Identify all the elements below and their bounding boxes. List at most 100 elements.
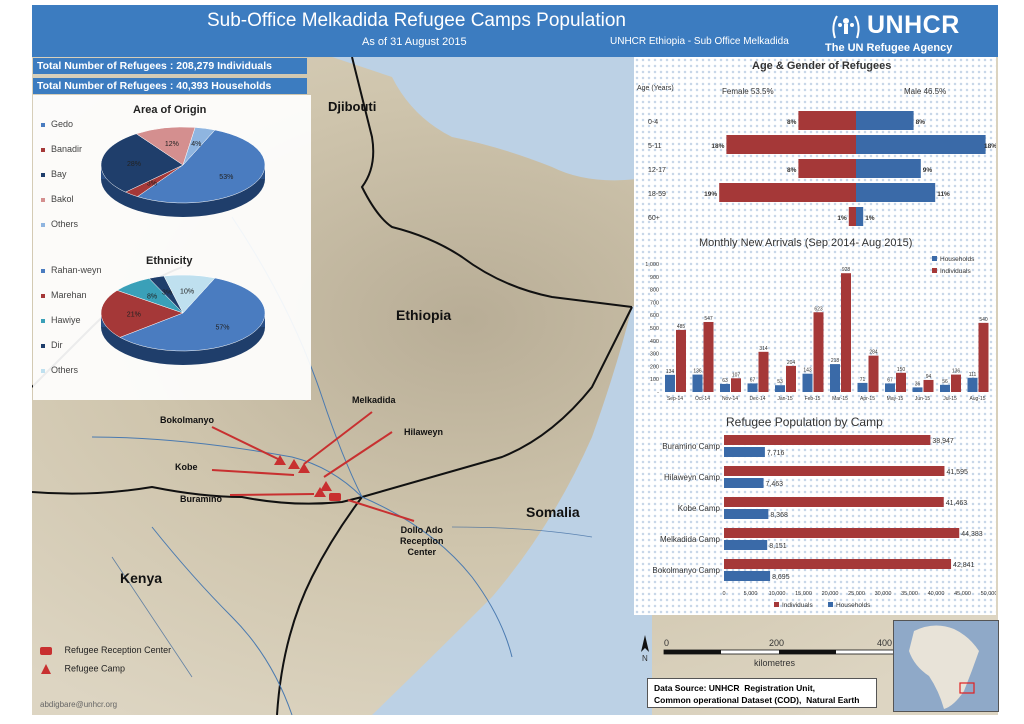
bar-households-9: [912, 387, 923, 392]
pyramid-female-4: [848, 207, 856, 226]
camp-individuals-bar-4: [724, 559, 952, 569]
camp-x-tick-5: 25,000: [848, 591, 865, 597]
monthly-arrivals-title: Monthly New Arrivals (Sep 2014- Aug 2015…: [699, 237, 913, 249]
camp-individuals-bar-1: [724, 466, 945, 476]
legend-item-3: Dir: [41, 340, 63, 350]
camp-triangle-icon: [41, 664, 51, 674]
bar-individuals-7: [868, 355, 879, 392]
camp-households-bar-2: [724, 509, 769, 519]
camp-marker-buramino: [314, 487, 326, 497]
area-of-origin-pie: 53% 3% 28% 12% 4%: [100, 126, 266, 217]
bar-households-6: [830, 364, 840, 392]
bar-label-0-11: 111: [969, 372, 977, 378]
camp-label-kobe: Kobe: [175, 462, 198, 472]
bar-label-1-9: 94: [926, 374, 932, 380]
bar-label-1-3: 314: [759, 346, 768, 352]
reception-center-icon: [40, 646, 52, 655]
camp-individuals-label-2: 41,463: [946, 500, 968, 507]
x-tick-0: Sep-14: [667, 396, 683, 402]
bar-label-1-2: 107: [732, 372, 741, 378]
date-subtitle: As of 31 August 2015: [362, 36, 467, 48]
contact-email[interactable]: abdigbare@unhcr.org: [40, 700, 118, 709]
bar-label-1-8: 150: [897, 367, 906, 373]
pie-slice-3: [135, 126, 196, 166]
pyramid-male-1: [856, 135, 986, 154]
camp-x-tick-9: 45,000: [954, 591, 971, 597]
country-label-djibouti: Djibouti: [328, 99, 377, 114]
pyramid-age-3: 18-59: [648, 191, 666, 198]
pie-slice-4: [163, 274, 216, 314]
pie-slice-2: [100, 133, 184, 193]
pyramid-female-label-3: 19%: [704, 191, 717, 198]
legend-item-4: Others: [41, 365, 78, 375]
camp-marker-melkadida: [298, 463, 310, 473]
y-tick-10: -: [657, 390, 659, 396]
pyramid-male-label-3: 11%: [937, 191, 950, 198]
pyramid-male-3: [856, 183, 936, 202]
pie-label-4: 10%: [180, 288, 194, 295]
pyramid-age-4: 60+: [648, 215, 660, 222]
bar-households-3: [747, 383, 758, 392]
scale-unit: kilometres: [754, 658, 796, 668]
camp-population-chart: 38,947 7,716 Buramino Camp 41,595 7,463 Hilaw…: [652, 435, 996, 609]
camp-households-bar-4: [724, 571, 771, 581]
bar-households-7: [857, 382, 868, 392]
y-tick-4: 600: [650, 313, 659, 319]
pie-label-2: 8%: [147, 293, 157, 300]
bar-label-0-4: 53: [777, 379, 783, 385]
female-label: Female 53.5%: [722, 87, 774, 96]
pyramid-male-2: [856, 159, 921, 178]
unhcr-logo: UNHCR The UN Refugee Agency: [825, 10, 992, 56]
bar-label-0-7: 71: [860, 377, 866, 383]
camp-individuals-bar-2: [724, 497, 944, 507]
bar-households-8: [885, 383, 895, 392]
x-tick-2: Nov-14: [722, 396, 738, 402]
data-source: Data Source: UNHCR Registration Unit, Co…: [647, 678, 877, 708]
bar-households-0: [665, 374, 675, 392]
camp-name-0: Buramino Camp: [662, 442, 720, 451]
north-label: N: [642, 654, 648, 663]
total-individuals: Total Number of Refugees : 208,279 Indiv…: [33, 58, 307, 74]
pyramid-female-2: [798, 159, 856, 178]
statistics-panel: Age & Gender of Refugees Age (Years) Fem…: [634, 57, 996, 615]
x-tick-6: Mar-15: [832, 396, 848, 402]
legend-item-0: Rahan-weyn: [41, 265, 102, 275]
bar-households-10: [940, 384, 950, 392]
bar-households-2: [720, 383, 730, 392]
camp-legend-label-1: Households: [836, 602, 871, 609]
pyramid-female-label-0: 8%: [787, 119, 797, 126]
pyramid-female-3: [719, 183, 856, 202]
legend-item-0: Gedo: [41, 119, 73, 129]
camp-legend-label-0: Individuals: [782, 602, 813, 609]
x-tick-11: Aug-15: [969, 396, 985, 402]
y-tick-7: 300: [650, 352, 659, 358]
indian-ocean: [372, 297, 652, 715]
camp-x-tick-8: 40,000: [928, 591, 945, 597]
bar-households-11: [967, 377, 978, 392]
bar-label-0-1: 136: [693, 369, 702, 375]
camp-households-label-3: 8,151: [769, 543, 787, 550]
camp-x-tick-2: 10,000: [769, 591, 786, 597]
x-tick-3: Dec-14: [749, 396, 765, 402]
legend-item-4: Others: [41, 219, 78, 229]
bar-label-0-6: 218: [831, 358, 840, 364]
camp-individuals-label-0: 38,947: [932, 438, 954, 445]
country-label-somalia: Somalia: [526, 504, 580, 520]
pyramid-female-label-1: 18%: [711, 143, 724, 150]
bar-label-0-5: 143: [803, 368, 812, 374]
camp-name-1: Hilaweyn Camp: [664, 473, 721, 482]
y-tick-5: 500: [650, 326, 659, 332]
bar-label-1-10: 136: [952, 369, 961, 375]
bar-label-1-1: 547: [704, 316, 713, 322]
camp-individuals-label-3: 44,383: [961, 531, 983, 538]
bar-label-0-9: 36: [915, 381, 921, 387]
x-tick-4: Jan-15: [777, 396, 793, 402]
scale-tick-400: 400: [877, 638, 893, 648]
bar-label-1-4: 204: [787, 360, 796, 366]
camp-individuals-bar-0: [724, 435, 931, 445]
logo-tagline: The UN Refugee Agency: [825, 42, 953, 54]
legend-item-3: Bakol: [41, 194, 74, 204]
legend-camp: Refugee Camp: [64, 663, 126, 674]
camp-individuals-label-4: 42,841: [953, 562, 975, 569]
pyramid-female-label-4: 1%: [837, 215, 847, 222]
